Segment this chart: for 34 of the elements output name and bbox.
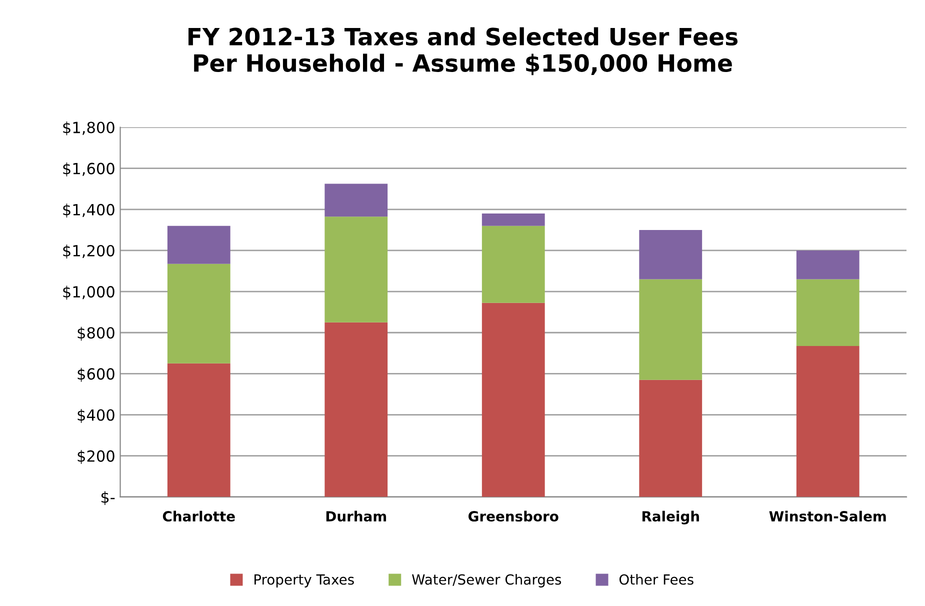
bar	[324, 322, 388, 497]
y-tick-label: $1,400	[63, 204, 114, 218]
bar	[482, 226, 545, 303]
x-tick-label: Raleigh	[642, 510, 699, 524]
y-tick-label: $-	[101, 491, 115, 505]
legend-label: Property Taxes	[254, 574, 354, 588]
y-tick-label: $1,600	[63, 162, 114, 176]
y-tick-label: $1,800	[63, 121, 114, 136]
y-tick-label: $800	[78, 326, 114, 341]
bar	[167, 363, 230, 497]
x-tick-label: Durham	[326, 510, 386, 522]
bar	[482, 302, 545, 497]
x-tick-label: Greensboro	[468, 510, 558, 522]
bar	[796, 279, 860, 346]
y-tick-label: $1,200	[63, 244, 114, 259]
y-tick-label: $600	[78, 368, 114, 382]
bar	[796, 346, 860, 497]
x-tick-label: Charlotte	[162, 510, 235, 522]
bar	[639, 279, 702, 380]
bar	[639, 380, 702, 497]
chart-title: FY 2012-13 Taxes and Selected User Fees Per Household - Assume $150,000 Home	[188, 27, 738, 76]
bar	[167, 264, 230, 364]
y-tick-label: $400	[78, 408, 114, 423]
x-tick-label: Winston-Salem	[769, 510, 886, 522]
bar	[639, 230, 702, 280]
bar	[324, 216, 388, 322]
y-tick-label: $1,000	[63, 286, 114, 300]
bar	[324, 184, 388, 217]
bar	[482, 214, 545, 226]
y-tick-label: $200	[78, 450, 114, 464]
legend-label: Water/Sewer Charges	[412, 574, 562, 588]
legend-label: Other Fees	[619, 574, 694, 585]
bar	[796, 250, 860, 280]
bar	[167, 226, 230, 264]
